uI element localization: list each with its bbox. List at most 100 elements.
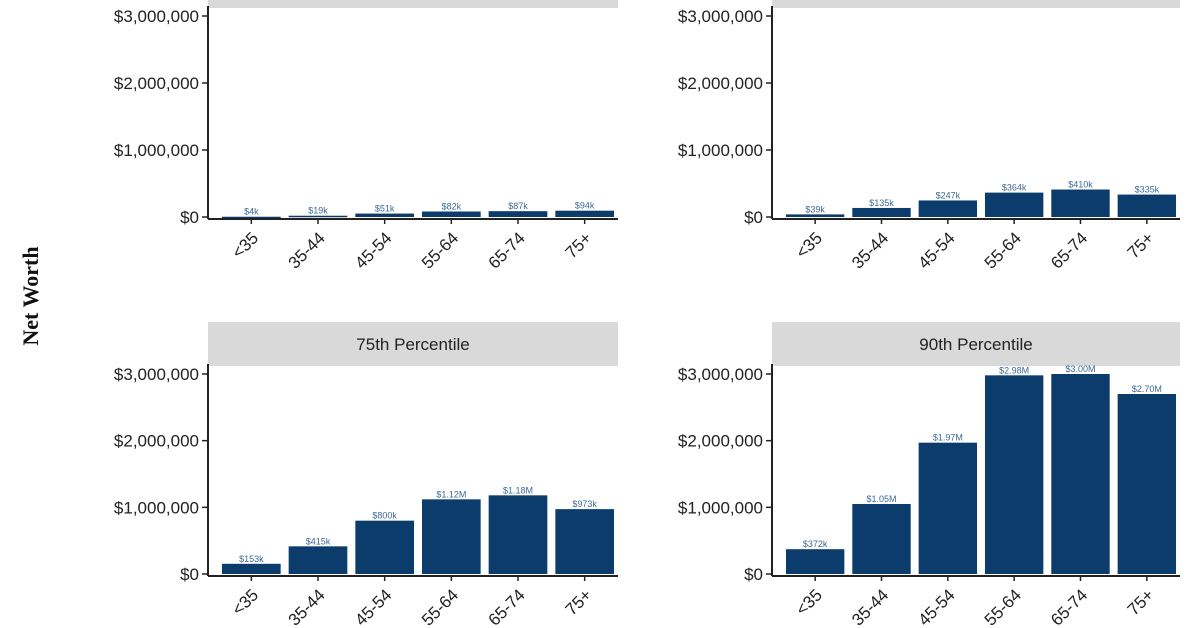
y-tick-label: $1,000,000 <box>678 141 763 160</box>
bar-45-54 <box>355 520 414 574</box>
data-label: $1.12M <box>436 489 466 499</box>
x-tick-label: 55-64 <box>418 228 462 272</box>
data-label: $2.98M <box>999 365 1029 375</box>
data-label: $153k <box>239 554 264 564</box>
x-tick-label: <35 <box>228 228 262 262</box>
bar-<35 <box>785 214 845 217</box>
data-label: $82k <box>442 202 462 212</box>
bar-65-74 <box>488 495 548 574</box>
data-label: $3.00M <box>1065 364 1095 374</box>
bar-<35 <box>222 216 281 219</box>
y-tick-label: $2,000,000 <box>114 74 199 93</box>
bar-45-54 <box>918 442 978 574</box>
y-tick-label: $1,000,000 <box>678 498 763 517</box>
bar-45-54 <box>355 213 414 217</box>
data-label: $1.18M <box>503 485 533 495</box>
facet-title: 90th Percentile <box>919 335 1032 354</box>
facet-strip <box>208 0 618 8</box>
data-label: $372k <box>803 539 828 549</box>
chart-panels: $4k <35 $19k 35-44 $51k 45-54 $82k 55-64 $87k 65-… <box>114 0 1180 628</box>
x-tick-label: 65-74 <box>485 585 529 628</box>
x-tick-label: 45-54 <box>914 228 958 272</box>
panel-2: $39k <35 $135k 35-44 $247k 45-54 $364k 55-64 $41… <box>678 0 1180 273</box>
x-tick-label: <35 <box>228 585 262 619</box>
data-label: $51k <box>375 204 395 214</box>
bar-55-64 <box>422 499 481 574</box>
x-tick-label: 45-54 <box>351 228 395 272</box>
y-tick-label: $3,000,000 <box>678 7 763 26</box>
y-tick-label: $2,000,000 <box>114 432 199 451</box>
x-tick-label: 65-74 <box>1047 228 1091 272</box>
x-tick-label: 55-64 <box>418 585 462 628</box>
data-label: $135k <box>869 198 894 208</box>
y-tick-label: $2,000,000 <box>678 432 763 451</box>
y-axis-title: Net Worth <box>18 246 43 345</box>
data-label: $410k <box>1068 180 1093 190</box>
data-label: $335k <box>1135 185 1160 195</box>
x-tick-label: 45-54 <box>351 585 395 628</box>
bar-45-54 <box>918 200 978 217</box>
bar-65-74 <box>1051 374 1110 574</box>
bar-75+ <box>1117 194 1177 217</box>
y-tick-label: $2,000,000 <box>678 74 763 93</box>
bar-65-74 <box>1051 189 1110 217</box>
panel-3: 75th Percentile $153k <35 $415k 35-44 $800k 45… <box>114 322 618 628</box>
x-tick-label: 35-44 <box>848 585 892 628</box>
panel-1: $4k <35 $19k 35-44 $51k 45-54 $82k 55-64 $87k 65-… <box>114 0 618 273</box>
x-tick-label: 45-54 <box>914 585 958 628</box>
y-tick-label: $3,000,000 <box>114 365 199 384</box>
bar-65-74 <box>488 211 548 217</box>
x-tick-label: 65-74 <box>1047 585 1091 628</box>
bar-75+ <box>555 210 614 217</box>
data-label: $364k <box>1002 183 1027 193</box>
x-tick-label: 75+ <box>562 585 596 619</box>
bar-75+ <box>555 509 614 574</box>
bar-<35 <box>222 563 281 574</box>
x-tick-label: 35-44 <box>285 228 329 272</box>
facet-strip <box>772 322 1180 366</box>
data-label: $1.97M <box>933 433 963 443</box>
data-label: $1.05M <box>866 494 896 504</box>
x-tick-label: 75+ <box>562 228 596 262</box>
bar-<35 <box>785 549 845 574</box>
panel-4: 90th Percentile $372k <35 $1.05M 35-44 $1.97M… <box>678 322 1180 628</box>
data-label: $4k <box>244 207 259 217</box>
y-tick-label: $0 <box>744 208 763 227</box>
bar-35-44 <box>288 215 348 218</box>
x-tick-label: 35-44 <box>848 228 892 272</box>
x-tick-label: 55-64 <box>981 228 1025 272</box>
x-tick-label: 35-44 <box>285 585 329 628</box>
data-label: $87k <box>508 201 528 211</box>
x-tick-label: <35 <box>792 228 826 262</box>
bar-55-64 <box>984 375 1044 574</box>
bar-55-64 <box>422 211 481 217</box>
y-tick-label: $0 <box>180 208 199 227</box>
facet-strip <box>208 322 618 366</box>
x-tick-label: 65-74 <box>485 228 529 272</box>
y-tick-label: $0 <box>180 565 199 584</box>
data-label: $973k <box>572 499 597 509</box>
facet-strip <box>772 0 1180 8</box>
data-label: $19k <box>308 206 328 216</box>
data-label: $39k <box>805 204 825 214</box>
x-tick-label: 75+ <box>1124 228 1158 262</box>
data-label: $247k <box>936 190 961 200</box>
data-label: $800k <box>372 511 397 521</box>
bar-35-44 <box>288 546 348 574</box>
x-tick-label: 55-64 <box>981 585 1025 628</box>
data-label: $2.70M <box>1132 384 1162 394</box>
y-tick-label: $3,000,000 <box>114 7 199 26</box>
y-tick-label: $1,000,000 <box>114 498 199 517</box>
bar-75+ <box>1117 394 1177 574</box>
bar-35-44 <box>852 207 911 217</box>
bar-35-44 <box>852 504 911 574</box>
y-tick-label: $1,000,000 <box>114 141 199 160</box>
data-label: $94k <box>575 201 595 211</box>
y-tick-label: $0 <box>744 565 763 584</box>
y-tick-label: $3,000,000 <box>678 365 763 384</box>
facet-title: 75th Percentile <box>356 335 469 354</box>
x-tick-label: 75+ <box>1124 585 1158 619</box>
x-tick-label: <35 <box>792 585 826 619</box>
bar-55-64 <box>984 192 1044 217</box>
